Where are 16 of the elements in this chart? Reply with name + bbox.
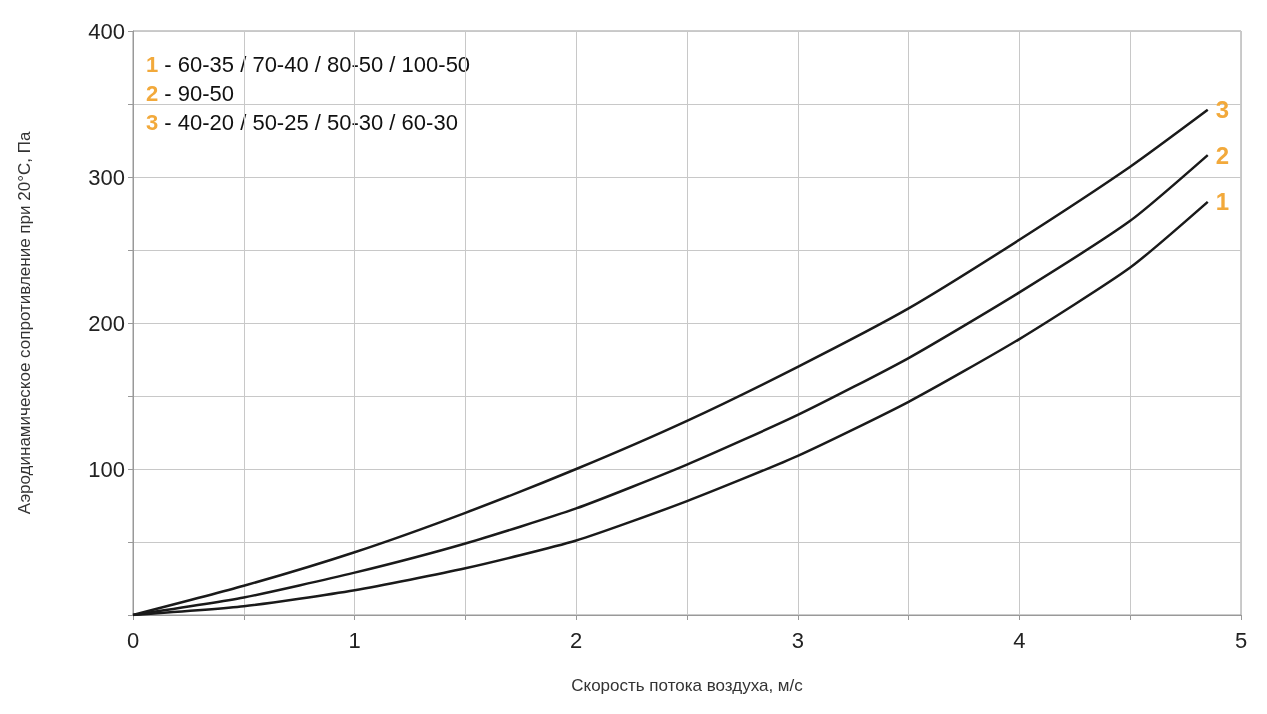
series-label: 1 bbox=[1215, 188, 1230, 216]
x-axis-title: Скорость потока воздуха, м/с bbox=[571, 676, 804, 695]
y-tick-label: 200 bbox=[88, 310, 125, 336]
x-tick-label: 0 bbox=[126, 627, 140, 653]
y-tick-label: 400 bbox=[88, 18, 125, 44]
series-label: 3 bbox=[1215, 96, 1230, 124]
x-tick-label: 3 bbox=[791, 627, 804, 653]
x-tick-label: 5 bbox=[1234, 627, 1248, 653]
y-tick-label: 300 bbox=[88, 164, 125, 190]
series-label: 2 bbox=[1215, 141, 1230, 169]
x-tick-label: 4 bbox=[1013, 627, 1026, 653]
y-tick-label: 100 bbox=[88, 456, 125, 482]
x-tick-label: 1 bbox=[348, 627, 361, 653]
annotation: 2 - 90-50 bbox=[146, 80, 235, 106]
y-axis-title: Аэродинамическое сопротивление при 20°C, Па bbox=[15, 131, 34, 515]
x-tick-label: 2 bbox=[570, 627, 583, 653]
